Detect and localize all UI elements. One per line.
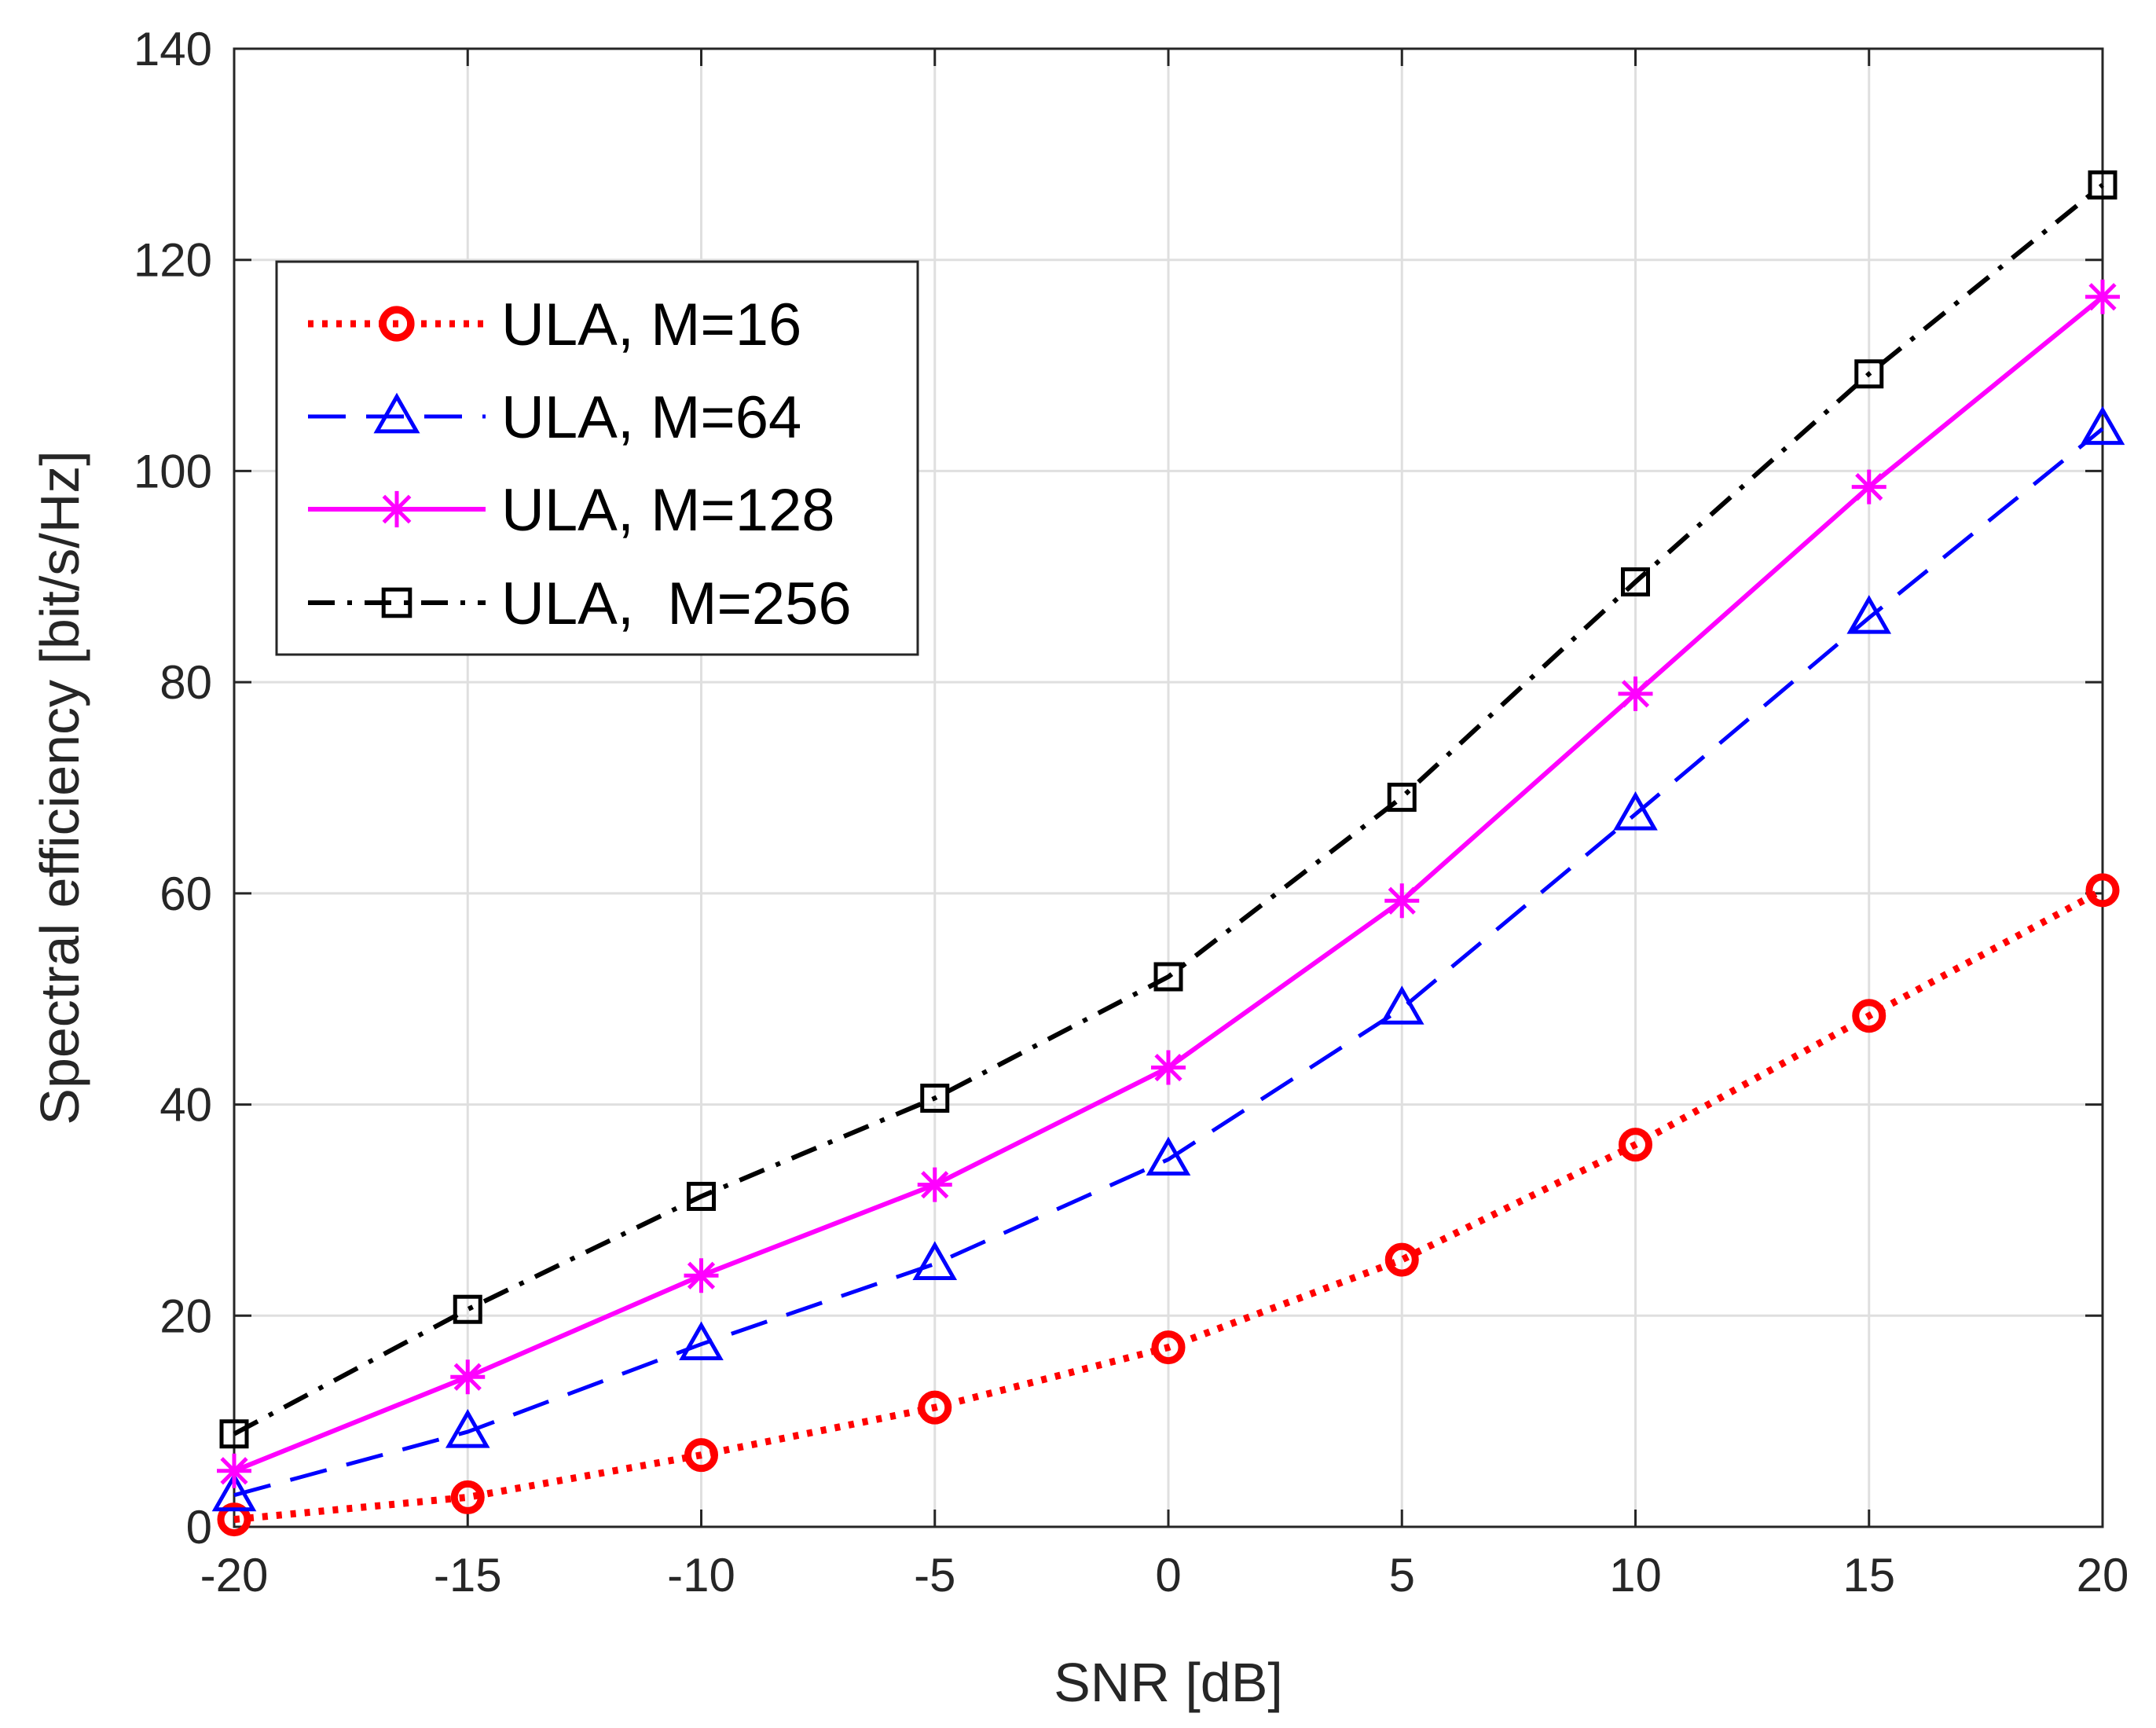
data-point-marker — [211, 1472, 257, 1512]
data-point-marker — [1852, 999, 1886, 1033]
series-3 — [217, 279, 2120, 1488]
y-axis-title: Spectral efficiency [bit/s/Hz] — [29, 450, 90, 1125]
y-tick-label: 80 — [160, 656, 212, 709]
legend-marker — [379, 306, 415, 342]
data-point-marker — [2085, 279, 2120, 314]
series-line — [233, 886, 2105, 1524]
data-point-marker — [687, 1181, 716, 1211]
x-tick-label: 5 — [1389, 1549, 1415, 1601]
data-point-marker — [1846, 595, 1892, 634]
x-tick-label: -15 — [434, 1549, 502, 1601]
legend-entry: ULA, M=64 — [308, 384, 801, 451]
x-tick-label: -20 — [200, 1549, 269, 1601]
legend-label: ULA, M=128 — [501, 477, 835, 544]
data-point-marker — [1387, 783, 1417, 813]
data-point-marker — [2080, 405, 2125, 446]
data-point-marker — [1146, 1136, 1191, 1176]
legend-entry: ULA, M=128 — [308, 477, 835, 544]
y-tick-label: 40 — [160, 1079, 212, 1132]
legend-marker — [378, 490, 416, 528]
data-point-marker — [450, 1480, 485, 1514]
series-4 — [219, 170, 2118, 1449]
data-point-marker — [217, 1502, 251, 1537]
series-1 — [217, 873, 2120, 1537]
data-point-marker — [1151, 1050, 1186, 1085]
y-tick-label: 120 — [134, 234, 212, 287]
data-point-marker — [918, 1390, 952, 1425]
data-point-marker — [1384, 1242, 1419, 1277]
data-point-marker — [679, 1321, 724, 1361]
legend-label: ULA, M=256 — [501, 570, 852, 637]
legend-marker — [373, 392, 420, 434]
data-point-marker — [1618, 676, 1653, 711]
data-point-marker — [912, 1241, 958, 1280]
data-point-marker — [684, 1258, 719, 1293]
data-point-marker — [1379, 985, 1424, 1025]
data-point-marker — [1621, 567, 1650, 597]
legend: ULA, M=16 ULA, M=64 ULA, M=128 ULA, M=256 — [275, 260, 919, 656]
data-point-marker — [1851, 469, 1886, 504]
series-2 — [211, 405, 2125, 1512]
x-axis-title: SNR [dB] — [1054, 1652, 1283, 1713]
data-point-marker — [1854, 359, 1884, 389]
data-point-marker — [920, 1084, 950, 1113]
series-line — [233, 182, 2104, 1436]
data-point-marker — [1619, 1128, 1652, 1162]
x-tick-label: 15 — [1842, 1549, 1895, 1601]
x-tick-label: 20 — [2077, 1549, 2129, 1601]
y-tick-label: 100 — [134, 445, 212, 497]
data-point-marker — [2088, 170, 2118, 200]
data-point-marker — [684, 1438, 718, 1473]
series-line — [233, 427, 2104, 1498]
legend-label: ULA, M=16 — [501, 292, 801, 358]
legend-marker — [381, 587, 412, 618]
y-tick-label: 60 — [160, 868, 212, 920]
x-tick-label: 0 — [1155, 1549, 1181, 1601]
data-point-marker — [1151, 1330, 1186, 1365]
legend-entry: ULA, M=16 — [308, 292, 801, 358]
series-lines — [211, 170, 2125, 1537]
data-point-marker — [453, 1294, 482, 1324]
x-tick-label: -5 — [914, 1549, 955, 1601]
data-point-marker — [1153, 962, 1183, 992]
x-tick-label: 10 — [1609, 1549, 1662, 1601]
legend-label: ULA, M=64 — [501, 384, 801, 451]
data-point-marker — [917, 1167, 952, 1202]
axis-ticks: -20 -15 -10 -5 0 5 10 15 20 0 20 40 60 80 100 120 140 — [134, 23, 2128, 1601]
data-point-marker — [445, 1409, 490, 1448]
data-point-marker — [217, 1453, 251, 1488]
x-tick-label: -10 — [667, 1549, 735, 1601]
data-point-marker — [2085, 873, 2120, 908]
y-tick-label: 0 — [186, 1501, 212, 1554]
data-point-marker — [219, 1419, 249, 1449]
data-point-marker — [450, 1359, 486, 1395]
data-point-marker — [1613, 791, 1658, 831]
y-tick-label: 20 — [160, 1290, 212, 1342]
y-tick-label: 140 — [134, 23, 212, 75]
data-point-marker — [1384, 883, 1420, 919]
legend-entry: ULA, M=256 — [308, 570, 852, 637]
